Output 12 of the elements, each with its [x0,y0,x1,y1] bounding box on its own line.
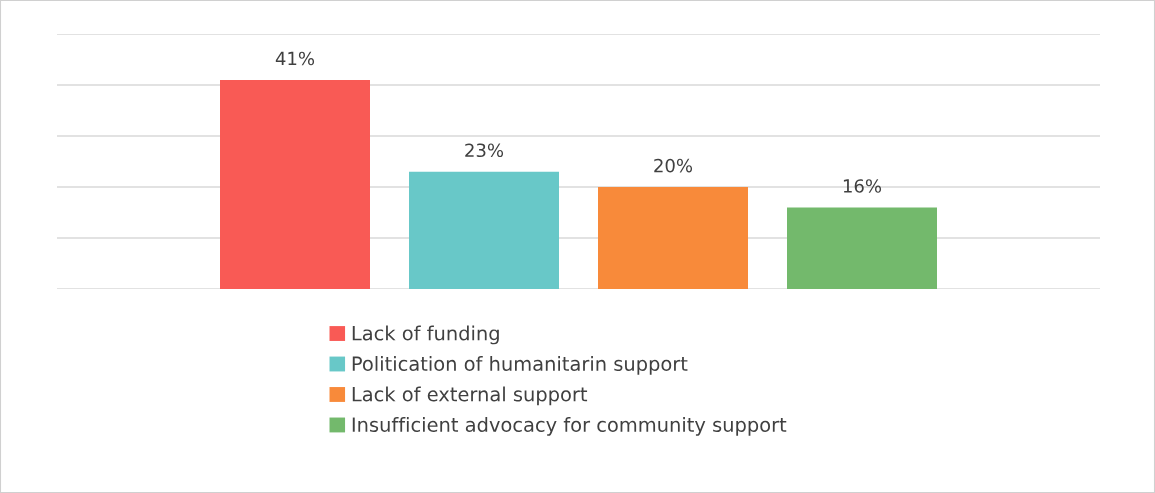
legend-label: Lack of external support [352,386,588,406]
data-label: 20% [654,158,693,173]
data-label: 23% [465,143,504,158]
bar [409,171,559,289]
bar [220,79,370,289]
legend-label: Lack of funding [352,325,499,345]
bar [787,207,937,289]
legend-label: Insufficient advocacy for community support [352,416,787,436]
legend-label: Politication of humanitarin support [352,355,688,375]
bar [598,187,748,289]
data-label: 16% [843,179,882,193]
data-label: 41% [275,51,315,66]
